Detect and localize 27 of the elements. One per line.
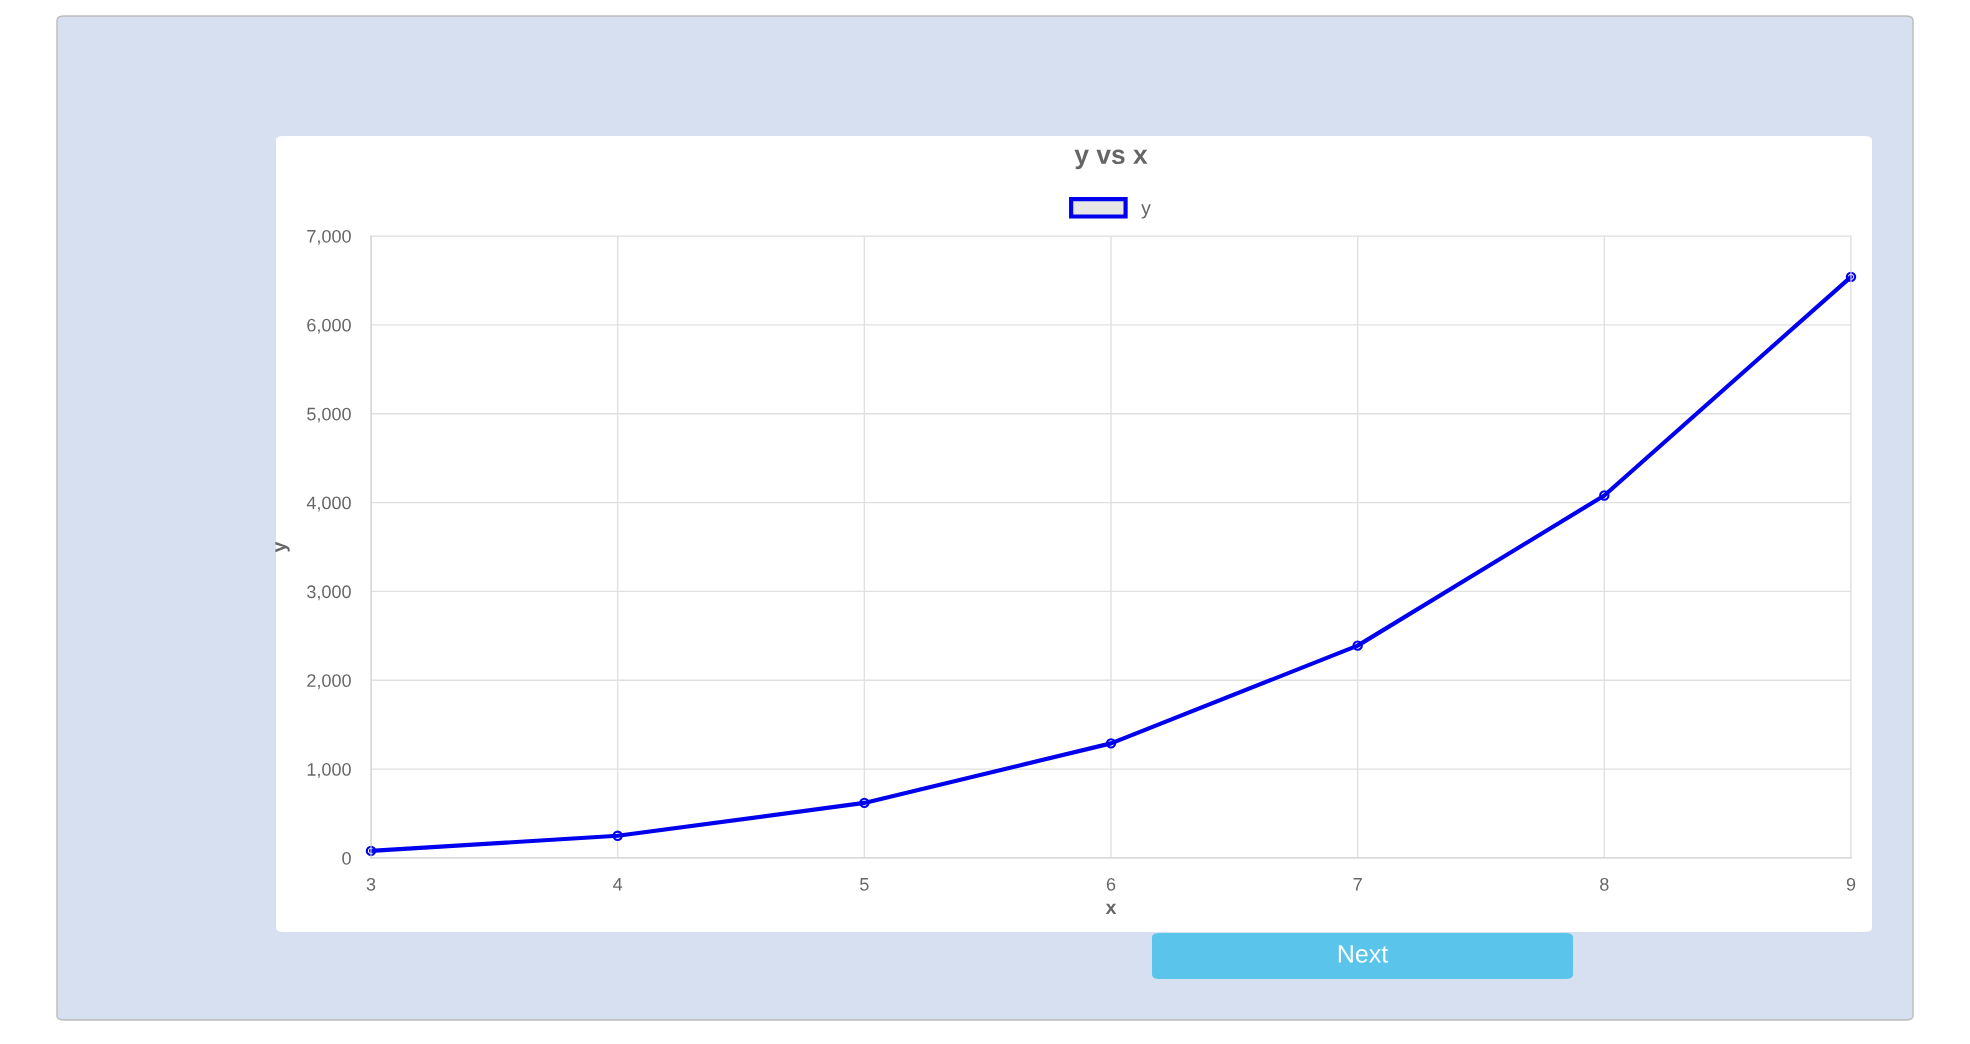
y-tick-label: 3,000 bbox=[307, 585, 351, 601]
y-tick-label: 7,000 bbox=[307, 229, 351, 245]
x-tick-label: 3 bbox=[366, 877, 376, 891]
point bbox=[1105, 738, 1117, 749]
point bbox=[1845, 271, 1857, 283]
y-tick-label: 1,000 bbox=[307, 763, 351, 778]
x-tick-label: 9 bbox=[1846, 877, 1856, 891]
point bbox=[1599, 490, 1610, 501]
y-tick-label: 5,000 bbox=[307, 407, 351, 423]
point bbox=[612, 830, 623, 841]
point bbox=[1352, 640, 1363, 651]
y-tick-label: 2,000 bbox=[307, 674, 351, 690]
y-tick-label: 0 bbox=[342, 851, 351, 865]
text: Next bbox=[1338, 945, 1389, 963]
x-tick-label: 4 bbox=[613, 878, 623, 891]
x-tick-label: 7 bbox=[1353, 878, 1362, 891]
chart-title: y vs x bbox=[1074, 149, 1148, 170]
y-axis-title: y bbox=[275, 541, 290, 553]
point bbox=[859, 797, 870, 809]
x-tick-label: 5 bbox=[860, 878, 869, 891]
y-tick-label: 4,000 bbox=[306, 496, 351, 512]
legend-label: y bbox=[1141, 204, 1151, 219]
y-tick-label: 6,000 bbox=[307, 318, 351, 334]
point bbox=[365, 845, 377, 857]
x-axis-title: x bbox=[1105, 903, 1117, 914]
x-tick-label: 6 bbox=[1106, 877, 1116, 891]
x-tick-label: 8 bbox=[1600, 877, 1609, 891]
